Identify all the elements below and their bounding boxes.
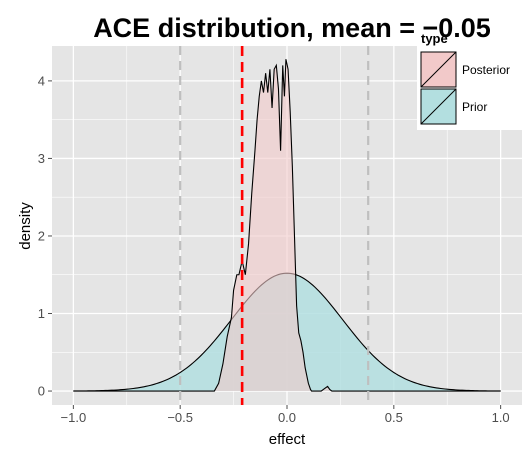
reference-lines	[179, 46, 370, 405]
legend-key-prior-diagonal	[420, 88, 457, 125]
y-axis-ticks: 0 1 2 3 4	[38, 73, 52, 399]
y-tick-label: 1	[38, 306, 45, 321]
x-tick-label: 0.0	[278, 410, 296, 425]
legend-label-posterior: Posterior	[462, 63, 510, 77]
posterior-density-line	[73, 59, 501, 392]
y-tick-label: 0	[38, 384, 45, 399]
y-tick-label: 3	[38, 151, 45, 166]
y-axis-label: density	[17, 202, 34, 250]
x-axis-label: effect	[269, 431, 306, 448]
posterior-density-layer	[73, 59, 501, 392]
posterior-density-fill	[73, 59, 501, 392]
x-tick-label: 0.5	[385, 410, 403, 425]
x-tick-label: 1.0	[492, 410, 510, 425]
legend-title: type	[421, 31, 448, 46]
legend-label-prior: Prior	[462, 100, 487, 114]
y-tick-label: 2	[38, 228, 45, 243]
legend: type Posterior Prior	[417, 31, 524, 130]
x-tick-label: −1.0	[61, 410, 87, 425]
y-tick-label: 4	[38, 73, 45, 88]
x-axis-ticks: −1.0 −0.5 0.0 0.5 1.0	[61, 405, 510, 425]
chart-title: ACE distribution, mean = −0.05	[93, 13, 491, 43]
legend-key-posterior-diagonal	[420, 51, 457, 88]
x-tick-label: −0.5	[167, 410, 193, 425]
